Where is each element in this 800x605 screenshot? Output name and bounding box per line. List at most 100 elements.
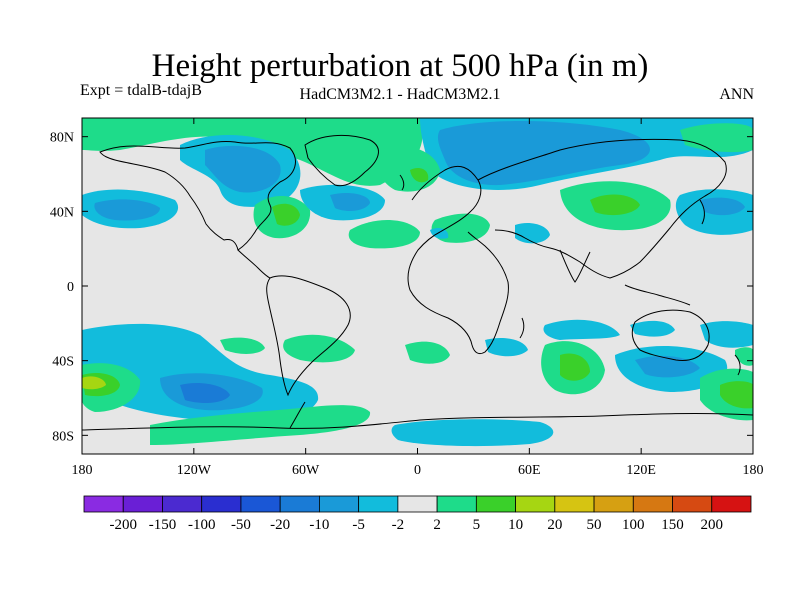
contour-region xyxy=(630,320,675,337)
colorbar-swatch xyxy=(593,495,634,513)
lon-tick-label: 0 xyxy=(414,463,421,478)
experiment-label: Expt = tdalB-tdajB xyxy=(80,82,202,99)
colorbar-swatch xyxy=(122,495,163,513)
colorbar-swatch xyxy=(240,495,281,513)
colorbar-label: 5 xyxy=(473,517,481,533)
model-label: HadCM3M2.1 - HadCM3M2.1 xyxy=(299,86,501,103)
coastline-madagascar xyxy=(519,317,525,339)
colorbar-label: 50 xyxy=(587,517,602,533)
colorbar-label: 200 xyxy=(701,517,724,533)
chart-title: Height perturbation at 500 hPa (in m) xyxy=(151,48,649,84)
contour-region xyxy=(82,376,106,390)
colorbar-swatch xyxy=(672,495,713,513)
contour-region xyxy=(272,203,300,226)
contour-region xyxy=(485,338,528,357)
colorbar-label: -100 xyxy=(188,517,216,533)
coastline-north-america xyxy=(99,141,296,251)
colorbar xyxy=(83,495,752,513)
colorbar-label: 150 xyxy=(661,517,684,533)
lat-tick-label: 80N xyxy=(50,131,74,146)
colorbar-swatch xyxy=(711,495,752,513)
lon-tick-label: 180 xyxy=(72,463,93,478)
colorbar-label: 10 xyxy=(508,517,523,533)
colorbar-label: 2 xyxy=(433,517,441,533)
contour-region xyxy=(220,337,265,354)
coastline-uk xyxy=(399,174,405,191)
colorbar-swatch xyxy=(83,495,124,513)
lat-tick-label: 40N xyxy=(50,205,74,220)
latitude-labels: 80N 40N 0 40S 80S xyxy=(50,131,74,445)
contour-region xyxy=(635,355,700,378)
colorbar-swatch xyxy=(632,495,673,513)
contour-region xyxy=(283,334,355,363)
season-label: ANN xyxy=(719,86,754,103)
contour-region xyxy=(700,321,753,348)
colorbar-label: -200 xyxy=(109,517,137,533)
colorbar-swatch xyxy=(475,495,516,513)
colorbar-label: 20 xyxy=(547,517,562,533)
coastline-central-america xyxy=(237,249,271,279)
colorbar-label: 100 xyxy=(622,517,645,533)
contour-region xyxy=(82,118,423,186)
colorbar-swatch xyxy=(397,495,438,513)
coastline-australia xyxy=(631,309,710,361)
lon-tick-label: 60W xyxy=(292,463,320,478)
coastline-antarctica xyxy=(82,412,753,431)
coastline-antarctic-peninsula xyxy=(289,401,306,429)
colorbar-swatch xyxy=(436,495,477,513)
contour-region xyxy=(330,192,370,211)
lon-tick-label: 180 xyxy=(743,463,764,478)
lat-tick-label: 40S xyxy=(52,355,74,370)
coastline-japan xyxy=(699,199,705,225)
contour-region xyxy=(680,123,753,153)
coastline-india xyxy=(559,249,591,283)
colorbar-label: -150 xyxy=(149,517,177,533)
longitude-labels: 180 120W 60W 0 60E 120E 180 xyxy=(72,463,764,478)
coastline-europe-africa xyxy=(407,165,509,355)
map-axis-ticks xyxy=(81,118,754,454)
colorbar-swatch xyxy=(358,495,399,513)
coastline-south-america xyxy=(266,275,351,397)
coastline-new-zealand xyxy=(734,354,741,376)
contour-region xyxy=(437,121,650,186)
colorbar-swatch xyxy=(201,495,242,513)
coastlines xyxy=(82,135,753,431)
lon-tick-label: 120E xyxy=(626,463,656,478)
contour-region xyxy=(720,381,753,409)
contour-region xyxy=(430,227,449,239)
lat-tick-label: 80S xyxy=(52,429,74,444)
colorbar-labels: -200 -150 -100 -50 -20 -10 -5 -2 2 5 10 20 50 100 150 2… xyxy=(109,517,723,533)
contour-region xyxy=(405,341,450,364)
lon-tick-label: 120W xyxy=(177,463,212,478)
contour-region xyxy=(590,194,640,216)
colorbar-label: -2 xyxy=(392,517,405,533)
contour-region xyxy=(205,145,281,193)
lon-tick-label: 60E xyxy=(518,463,541,478)
contour-region xyxy=(700,197,745,216)
colorbar-swatch xyxy=(554,495,595,513)
colorbar-swatch xyxy=(319,495,360,513)
coastline-asia xyxy=(477,138,727,279)
contour-fill-layer xyxy=(82,118,753,447)
coastline-greenland xyxy=(304,135,379,187)
contour-region xyxy=(180,383,230,403)
contour-region xyxy=(543,319,620,340)
colorbar-label: -10 xyxy=(309,517,329,533)
coastline-indonesia xyxy=(624,284,691,306)
colorbar-label: -5 xyxy=(352,517,365,533)
colorbar-swatch xyxy=(279,495,320,513)
contour-region xyxy=(94,199,160,221)
contour-region xyxy=(391,419,554,447)
colorbar-label: -20 xyxy=(270,517,290,533)
contour-region xyxy=(515,223,550,244)
contour-region xyxy=(410,168,429,183)
contour-region xyxy=(560,353,590,381)
colorbar-swatch xyxy=(162,495,203,513)
contour-region xyxy=(150,405,371,445)
colorbar-label: -50 xyxy=(231,517,251,533)
contour-region xyxy=(348,220,420,249)
colorbar-swatch xyxy=(515,495,556,513)
lat-tick-label: 0 xyxy=(67,280,74,295)
